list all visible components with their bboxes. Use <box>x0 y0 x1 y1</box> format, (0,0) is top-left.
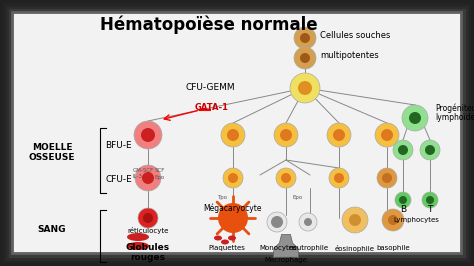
Text: CFU-GEMM: CFU-GEMM <box>185 82 235 92</box>
Text: MOELLE: MOELLE <box>32 143 72 152</box>
Ellipse shape <box>127 242 149 250</box>
Text: Progéniteurs: Progéniteurs <box>435 103 474 113</box>
Text: B: B <box>400 206 406 214</box>
Text: Hématopoïèse normale: Hématopoïèse normale <box>100 16 318 35</box>
Text: CFU-E: CFU-E <box>105 176 132 185</box>
Text: Epo: Epo <box>293 196 303 201</box>
Circle shape <box>393 140 413 160</box>
Text: Macrophage: Macrophage <box>264 257 308 263</box>
Circle shape <box>271 216 283 228</box>
Text: rouges: rouges <box>130 252 165 261</box>
Text: Globules: Globules <box>126 243 170 252</box>
Ellipse shape <box>214 235 222 240</box>
Circle shape <box>422 192 438 208</box>
Text: GATA-1: GATA-1 <box>195 103 229 113</box>
Circle shape <box>298 81 312 95</box>
Circle shape <box>420 140 440 160</box>
Circle shape <box>138 208 158 228</box>
Circle shape <box>281 173 291 183</box>
Text: Mégacaryocyte: Mégacaryocyte <box>204 203 262 213</box>
Circle shape <box>135 165 161 191</box>
Circle shape <box>399 196 407 204</box>
Text: Lymphocytes: Lymphocytes <box>393 217 439 223</box>
Circle shape <box>227 129 239 141</box>
Ellipse shape <box>221 239 229 244</box>
Text: Epo: Epo <box>155 174 165 180</box>
Circle shape <box>425 145 435 155</box>
Circle shape <box>334 173 344 183</box>
Text: OSSEUSE: OSSEUSE <box>29 153 75 163</box>
Circle shape <box>398 145 408 155</box>
Text: réticulocyte: réticulocyte <box>128 227 169 234</box>
Text: SCF: SCF <box>155 168 165 172</box>
Circle shape <box>294 27 316 49</box>
Text: multipotentes: multipotentes <box>320 51 379 60</box>
Circle shape <box>333 129 345 141</box>
Circle shape <box>342 207 368 233</box>
Circle shape <box>327 123 351 147</box>
Circle shape <box>134 121 162 149</box>
Text: Cellules souches: Cellules souches <box>320 31 391 40</box>
Text: neutrophile: neutrophile <box>288 245 328 251</box>
Ellipse shape <box>127 233 149 241</box>
Circle shape <box>382 209 404 231</box>
Text: BFU-E: BFU-E <box>105 140 132 149</box>
Circle shape <box>388 215 398 225</box>
Circle shape <box>143 213 153 223</box>
Text: lymphoïdes: lymphoïdes <box>435 113 474 122</box>
Circle shape <box>276 168 296 188</box>
Circle shape <box>304 218 312 226</box>
Circle shape <box>409 112 421 124</box>
Text: Plaquettes: Plaquettes <box>209 245 246 251</box>
Circle shape <box>294 47 316 69</box>
Circle shape <box>402 105 428 131</box>
Circle shape <box>377 168 397 188</box>
Circle shape <box>141 128 155 142</box>
Circle shape <box>395 192 411 208</box>
Circle shape <box>299 213 317 231</box>
Text: GM-SCF: GM-SCF <box>133 168 154 172</box>
Circle shape <box>349 214 361 226</box>
Circle shape <box>228 173 238 183</box>
Circle shape <box>375 123 399 147</box>
Circle shape <box>223 168 243 188</box>
Text: éosinophile: éosinophile <box>335 244 375 251</box>
Circle shape <box>329 168 349 188</box>
Circle shape <box>426 196 434 204</box>
Ellipse shape <box>228 235 236 240</box>
Circle shape <box>382 173 392 183</box>
Circle shape <box>221 123 245 147</box>
Text: SANG: SANG <box>38 226 66 235</box>
Circle shape <box>300 33 310 43</box>
Circle shape <box>300 53 310 63</box>
Text: IL-3: IL-3 <box>133 174 143 180</box>
Text: basophile: basophile <box>376 245 410 251</box>
Circle shape <box>218 203 248 233</box>
Circle shape <box>142 172 154 184</box>
Circle shape <box>381 129 393 141</box>
Text: Monocytes: Monocytes <box>259 245 297 251</box>
Text: T: T <box>428 206 433 214</box>
Circle shape <box>267 212 287 232</box>
Circle shape <box>290 73 320 103</box>
Text: Tpo: Tpo <box>217 196 227 201</box>
Polygon shape <box>273 234 299 257</box>
Circle shape <box>280 129 292 141</box>
Circle shape <box>274 123 298 147</box>
